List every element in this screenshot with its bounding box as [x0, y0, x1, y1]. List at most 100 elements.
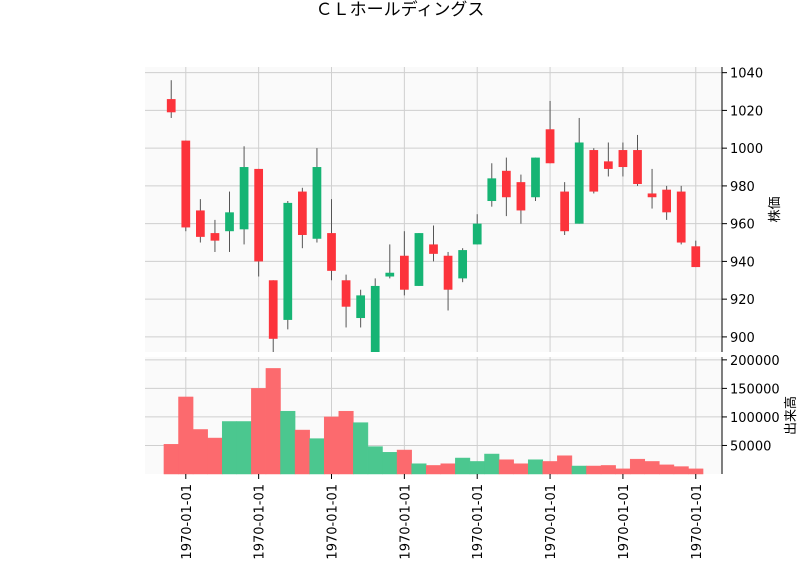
- candle-body-down: [676, 191, 686, 243]
- price-tick-label: 1040: [730, 67, 763, 82]
- volume-panel: 50000 100000 150000 200000 出来高: [145, 354, 799, 475]
- volume-bar: [571, 465, 587, 475]
- x-tick-label: 1970-01-01: [326, 484, 341, 560]
- volume-bar: [396, 449, 412, 475]
- candle-body-up: [356, 295, 366, 319]
- candle-body-down: [166, 99, 176, 113]
- volume-tick-label: 200000: [730, 354, 780, 369]
- volume-bar: [498, 459, 514, 475]
- price-grid: [145, 67, 722, 352]
- volume-bar: [673, 466, 689, 475]
- candle-body-down: [633, 150, 642, 185]
- volume-tick-label: 150000: [730, 382, 780, 397]
- volume-bar: [469, 461, 485, 475]
- volume-bar: [586, 465, 602, 475]
- price-tick-label: 900: [730, 331, 755, 346]
- candle-body-up: [458, 250, 468, 279]
- candle-body-down: [195, 210, 205, 237]
- price-tick-label: 1020: [730, 104, 763, 119]
- candle-body-up: [370, 285, 380, 352]
- volume-bar: [688, 468, 704, 475]
- x-tick-label: 1970-01-01: [544, 484, 559, 560]
- candle-body-down: [603, 161, 613, 169]
- volume-bar: [294, 429, 310, 475]
- candle-body-up: [414, 233, 424, 286]
- candle-body-down: [516, 182, 526, 211]
- candle-body-up: [239, 167, 249, 230]
- volume-y-axis: 50000 100000 150000 200000: [721, 354, 780, 474]
- candle-body-down: [341, 280, 351, 307]
- candle-body-down: [268, 280, 278, 339]
- candle-body-up: [385, 272, 395, 277]
- x-tick-label: 1970-01-01: [180, 484, 195, 560]
- volume-bar: [338, 410, 354, 475]
- volume-bar: [644, 461, 660, 475]
- x-tick-label: 1970-01-01: [471, 484, 486, 560]
- x-tick-label: 1970-01-01: [690, 484, 705, 560]
- volume-bar: [382, 452, 398, 475]
- volume-bar: [527, 459, 544, 475]
- candle-body-down: [327, 233, 336, 271]
- volume-bar: [425, 465, 442, 475]
- volume-bar: [629, 458, 646, 475]
- volume-bar: [207, 437, 223, 475]
- price-candles: [166, 80, 701, 352]
- volume-bar: [367, 446, 383, 475]
- volume-bar: [513, 463, 529, 475]
- volume-bar: [178, 396, 194, 475]
- volume-bar: [265, 368, 281, 475]
- volume-bar: [659, 464, 675, 475]
- candle-body-down: [560, 191, 570, 232]
- candle-body-down: [618, 150, 628, 168]
- volume-bar: [236, 421, 252, 475]
- candle-body-up: [283, 202, 293, 320]
- price-tick-label: 960: [730, 218, 755, 233]
- volume-bar: [557, 455, 573, 475]
- candle-body-down: [647, 193, 657, 198]
- price-y-axis: 900 920 940 960 980 1000 1020 1040: [721, 67, 763, 352]
- price-tick-label: 920: [730, 293, 755, 308]
- volume-bar: [615, 468, 631, 475]
- price-tick-label: 1000: [730, 142, 763, 157]
- volume-bar: [309, 438, 325, 475]
- candle-body-down: [691, 246, 701, 268]
- volume-bar: [251, 388, 267, 475]
- candle-body-down: [297, 191, 307, 235]
- volume-bar: [484, 453, 500, 475]
- volume-tick-label: 50000: [730, 439, 771, 454]
- volume-tick-label: 100000: [730, 411, 780, 426]
- x-axis: 1970-01-01 1970-01-01 1970-01-01 1970-01-01…: [180, 474, 705, 560]
- volume-bar: [542, 461, 558, 475]
- candle-body-down: [589, 150, 599, 192]
- x-tick-label: 1970-01-01: [617, 484, 632, 560]
- price-panel: 900 920 940 960 980 1000 1020 1040 株価: [145, 67, 783, 352]
- candle-body-up: [487, 178, 497, 202]
- volume-bar: [455, 457, 471, 475]
- candle-body-up: [312, 167, 322, 239]
- candle-body-down: [545, 129, 555, 164]
- candle-body-down: [399, 255, 409, 290]
- candle-body-down: [210, 233, 220, 241]
- volume-bar: [192, 429, 208, 475]
- volume-bar: [323, 416, 340, 475]
- price-y-axis-label: 株価: [768, 196, 783, 222]
- candle-body-up: [472, 223, 482, 245]
- candle-body-up: [574, 142, 584, 224]
- price-plot-area: [145, 67, 722, 352]
- volume-bar: [280, 410, 296, 475]
- volume-bars: [163, 368, 704, 475]
- volume-bar: [411, 463, 427, 475]
- volume-bar: [353, 422, 369, 475]
- volume-y-axis-label: 出来高: [783, 396, 799, 435]
- candle-body-down: [181, 140, 191, 228]
- price-tick-label: 980: [730, 180, 755, 195]
- x-tick-label: 1970-01-01: [398, 484, 413, 560]
- candle-body-up: [225, 212, 234, 232]
- candle-body-down: [429, 244, 438, 254]
- price-tick-label: 940: [730, 255, 755, 270]
- x-tick-label: 1970-01-01: [253, 484, 268, 560]
- volume-bar: [440, 463, 456, 475]
- chart-title: ＣＬホールディングス: [316, 0, 485, 20]
- volume-bar: [600, 465, 616, 475]
